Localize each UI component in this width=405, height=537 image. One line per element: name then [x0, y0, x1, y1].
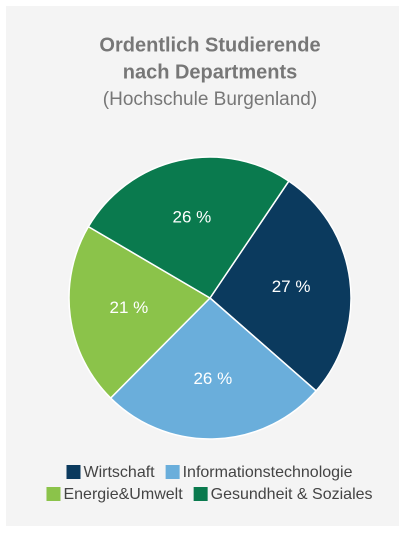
pie-slice — [68, 225, 212, 400]
chart-title: Ordentlich Studierende — [99, 34, 320, 56]
data-label: 27 % — [272, 277, 311, 296]
legend-label: Informationstechnologie — [183, 464, 353, 481]
pie-slice — [209, 180, 352, 392]
data-label: 26 % — [173, 208, 212, 227]
legend-swatch — [193, 487, 208, 501]
chart-title: nach Departments — [123, 61, 298, 83]
pie-slice — [109, 296, 318, 440]
legend-label: Gesundheit & Soziales — [211, 486, 373, 503]
data-label: 26 % — [193, 369, 232, 388]
data-label: 21 % — [110, 298, 149, 317]
legend-label: Wirtschaft — [84, 464, 156, 481]
pie-slice — [87, 156, 290, 300]
chart-subtitle: (Hochschule Burgenland) — [103, 89, 317, 110]
legend-swatch — [66, 465, 81, 479]
legend-label: Energie&Umwelt — [63, 486, 183, 503]
legend-swatch — [46, 487, 61, 501]
legend-swatch — [165, 465, 180, 479]
